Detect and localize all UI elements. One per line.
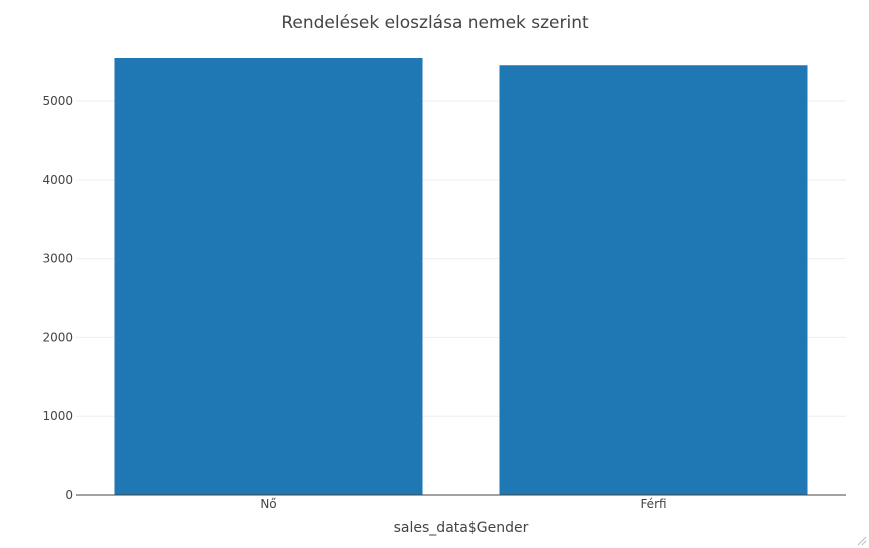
y-tick-label: 1000	[42, 409, 73, 423]
x-axis-title: sales_data$Gender	[394, 520, 529, 536]
y-tick-label: 2000	[42, 330, 73, 344]
chart-title: Rendelések eloszlása nemek szerint	[281, 13, 589, 33]
resize-handle-icon[interactable]	[857, 536, 867, 546]
y-tick-label: 3000	[42, 252, 73, 266]
bars	[114, 58, 808, 495]
y-tick-label: 4000	[42, 173, 73, 187]
y-tick-label: 5000	[42, 94, 73, 108]
y-tick-label: 0	[65, 488, 73, 502]
x-tick-label: Férfi	[640, 497, 666, 511]
y-axis-ticks: 0 1000 2000 3000 4000 5000	[42, 94, 73, 502]
x-axis-ticks: Nő Férfi	[260, 497, 666, 511]
x-tick-label: Nő	[260, 497, 276, 511]
bar[interactable]	[499, 65, 808, 495]
bar[interactable]	[114, 58, 423, 495]
